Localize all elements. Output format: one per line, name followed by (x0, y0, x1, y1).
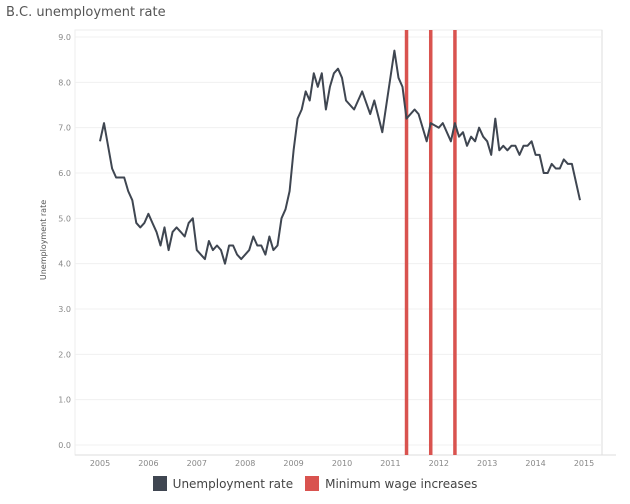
x-tick-label: 2006 (138, 459, 158, 468)
x-tick-label: 2009 (283, 459, 303, 468)
x-tick-label: 2005 (90, 459, 110, 468)
x-tick-label: 2013 (477, 459, 497, 468)
unemployment-rate-line (99, 49, 581, 265)
x-tick-label: 2010 (332, 459, 352, 468)
y-tick-label: 7.0 (58, 124, 71, 133)
chart-title: B.C. unemployment rate (6, 5, 166, 20)
legend-swatch-unemployment-rate (152, 476, 167, 491)
y-axis-label: Unemployment rate (39, 200, 48, 280)
y-tick-label: 5.0 (58, 214, 71, 223)
y-tick-label: 1.0 (58, 396, 71, 405)
x-tick-label: 2014 (525, 459, 545, 468)
legend-swatch-minimum-wage-increases (305, 476, 320, 491)
legend: Unemployment rate Minimum wage increases (0, 476, 630, 491)
y-tick-label: 2.0 (58, 350, 71, 359)
x-tick-label: 2007 (187, 459, 207, 468)
legend-label-minimum-wage-increases: Minimum wage increases (325, 476, 478, 491)
y-tick-label: 6.0 (58, 169, 71, 178)
y-tick-label: 0.0 (58, 441, 71, 450)
legend-label-unemployment-rate: Unemployment rate (172, 476, 294, 491)
x-tick-label: 2008 (235, 459, 255, 468)
x-tick-label: 2015 (574, 459, 594, 468)
y-tick-label: 9.0 (58, 33, 71, 42)
plot-border (74, 29, 603, 456)
x-tick-label: 2011 (380, 459, 400, 468)
y-tick-label: 3.0 (58, 305, 71, 314)
y-tick-label: 4.0 (58, 260, 71, 269)
x-tick-label: 2012 (429, 459, 449, 468)
y-tick-label: 8.0 (58, 78, 71, 87)
